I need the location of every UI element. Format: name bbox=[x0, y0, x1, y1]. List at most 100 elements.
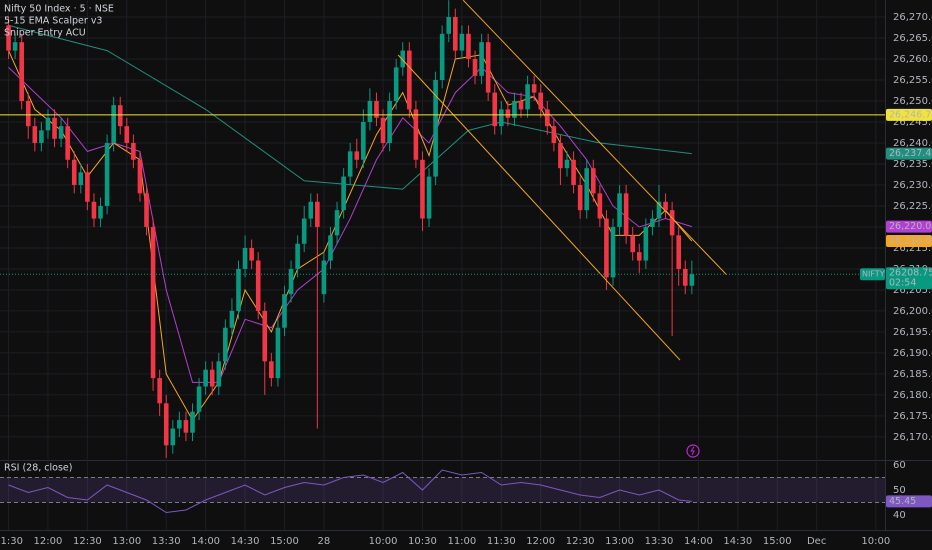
candle-body bbox=[163, 403, 169, 446]
candle-body bbox=[676, 235, 681, 269]
x-tick-label: 14:30 bbox=[723, 536, 752, 547]
candle-body bbox=[341, 176, 346, 211]
candle-body bbox=[45, 117, 51, 131]
rsi-tick-label: 60 bbox=[893, 460, 906, 471]
candle-body bbox=[98, 205, 103, 219]
ma-line bbox=[8, 24, 692, 190]
ma-tag: 26,237.47 bbox=[889, 148, 932, 159]
candle-body bbox=[439, 33, 445, 80]
x-tick-label: 13:00 bbox=[605, 536, 634, 547]
rsi-band-fill bbox=[0, 477, 885, 503]
y-tick-label: 26,250.00 bbox=[893, 96, 932, 107]
candle-body bbox=[117, 105, 123, 127]
candle-body bbox=[564, 159, 570, 169]
y-tick-label: 26,265.00 bbox=[893, 33, 932, 44]
candle-body bbox=[650, 218, 655, 227]
candle-body bbox=[209, 369, 215, 387]
candle-body bbox=[420, 159, 425, 219]
x-tick-label: 11:30 bbox=[487, 536, 516, 547]
alert-icon[interactable] bbox=[686, 444, 700, 458]
candle-body bbox=[111, 105, 116, 143]
symbol-tag-bg bbox=[860, 268, 885, 281]
y-tick-label: 26,195.00 bbox=[893, 327, 932, 338]
candle-body bbox=[6, 25, 11, 51]
indicator-name: 5-15 EMA Scalper v3 bbox=[4, 16, 102, 27]
candle-body bbox=[558, 142, 563, 169]
x-tick-label: 10:30 bbox=[408, 536, 437, 547]
rsi-tick-label: 50 bbox=[893, 485, 906, 496]
y-tick-label: 26,260.00 bbox=[893, 54, 932, 65]
x-tick-label: 10:00 bbox=[861, 536, 890, 547]
candle-body bbox=[610, 226, 616, 278]
ma-line bbox=[8, 66, 692, 383]
candle-body bbox=[597, 193, 603, 219]
x-tick-label: 12:30 bbox=[73, 536, 102, 547]
candle-body bbox=[25, 100, 31, 127]
rsi-tag-bg bbox=[886, 495, 932, 508]
candle-body bbox=[19, 42, 24, 101]
candle-body bbox=[538, 92, 544, 110]
candle-body bbox=[137, 159, 143, 194]
candle-body bbox=[242, 247, 248, 269]
candle-body bbox=[636, 252, 642, 261]
candle-body bbox=[617, 193, 622, 227]
candle-body bbox=[249, 247, 254, 261]
tags-layer: 26,246.70 26,237.47 26,220.07 26,216.65 2620… bbox=[0, 108, 932, 508]
rsi-tick-label: 40 bbox=[893, 510, 906, 521]
candle-body bbox=[663, 201, 668, 211]
x-tick-label: 14:00 bbox=[684, 536, 713, 547]
trendline bbox=[462, 0, 728, 276]
candle-body bbox=[531, 84, 537, 93]
candle-body bbox=[295, 243, 300, 269]
candle-body bbox=[229, 310, 235, 328]
x-tick-label: 11:30 bbox=[0, 536, 23, 547]
candle-body bbox=[216, 361, 222, 387]
y-tick-label: 26,245.00 bbox=[893, 117, 932, 128]
candle-body bbox=[262, 310, 268, 362]
y-tick-label: 26,170.00 bbox=[893, 432, 932, 443]
candle-body bbox=[407, 50, 412, 110]
candle-body bbox=[91, 201, 97, 219]
y-tick-label: 26,205.00 bbox=[893, 285, 932, 296]
ma-tag: 26,220.07 bbox=[889, 221, 932, 232]
candle-body bbox=[623, 193, 629, 236]
x-tick-label: 15:00 bbox=[270, 536, 299, 547]
candle-body bbox=[308, 201, 314, 219]
y-tick-label: 26,230.00 bbox=[893, 180, 932, 191]
x-tick-label: 14:30 bbox=[231, 536, 260, 547]
candle-body bbox=[656, 201, 662, 219]
candle-body bbox=[183, 420, 189, 433]
y-tick-label: 26,185.00 bbox=[893, 369, 932, 380]
candle-body bbox=[571, 159, 576, 185]
alert-icon-bolt bbox=[690, 446, 695, 456]
candle-body bbox=[459, 33, 465, 51]
y-tick-label: 26,240.00 bbox=[893, 138, 932, 149]
y-tick-label: 26,235.00 bbox=[893, 159, 932, 170]
candle-body bbox=[190, 411, 195, 433]
candle-body bbox=[170, 428, 176, 446]
candle-body bbox=[433, 79, 438, 177]
candle-body bbox=[288, 268, 294, 295]
candle-body bbox=[689, 274, 695, 286]
x-tick-label: 13:30 bbox=[152, 536, 181, 547]
ma-tag-bg bbox=[886, 220, 932, 233]
candle-body bbox=[492, 92, 498, 127]
candle-body bbox=[150, 226, 156, 379]
y-tick-label: 26,180.00 bbox=[893, 390, 932, 401]
candle-body bbox=[669, 210, 675, 236]
candle-body bbox=[104, 142, 110, 206]
trendline bbox=[397, 54, 681, 361]
y-tick-label: 26,190.00 bbox=[893, 348, 932, 359]
candle-body bbox=[39, 130, 44, 143]
ma-tag: 26,216.65 bbox=[889, 236, 932, 247]
candle-body bbox=[551, 126, 557, 143]
candle-body bbox=[157, 378, 162, 404]
x-tick-label: 13:00 bbox=[112, 536, 141, 547]
candle-body bbox=[65, 126, 70, 160]
y-tick-label: 26,175.00 bbox=[893, 411, 932, 422]
ma-tag-bg bbox=[886, 235, 932, 248]
candle-body bbox=[518, 100, 524, 110]
candle-body bbox=[400, 50, 406, 68]
x-tick-label: 12:30 bbox=[566, 536, 595, 547]
